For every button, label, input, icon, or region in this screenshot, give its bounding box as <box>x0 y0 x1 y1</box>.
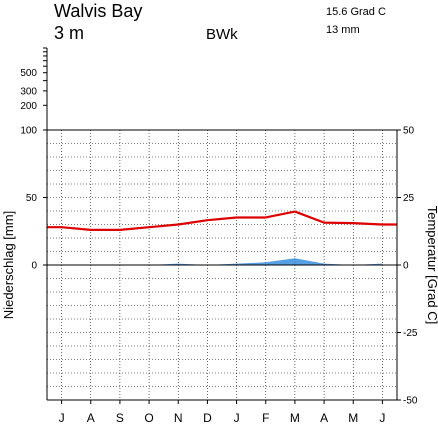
right-tick-label: 50 <box>403 126 415 137</box>
month-label: M <box>290 411 300 425</box>
month-label: A <box>87 411 95 425</box>
temperature-line <box>47 210 397 231</box>
right-tick-label: 0 <box>403 261 409 272</box>
left-log-tick-label: 200 <box>20 101 37 112</box>
month-label: D <box>203 411 212 425</box>
month-label: S <box>116 411 124 425</box>
month-label: J <box>379 411 385 425</box>
left-log-tick-label: 300 <box>20 86 37 97</box>
right-tick-label: -25 <box>403 328 418 339</box>
series-layer <box>47 210 397 265</box>
annual-precipitation: 13 mm <box>326 24 360 36</box>
y-axis-label-right: Temperatur [Grad C] <box>425 206 438 325</box>
month-label: M <box>348 411 358 425</box>
left-tick-label: 100 <box>20 126 37 137</box>
month-label: O <box>144 411 153 425</box>
grid <box>47 130 397 400</box>
month-label: A <box>320 411 328 425</box>
month-label: J <box>234 411 240 425</box>
right-tick-label: 25 <box>403 193 415 204</box>
station-elevation: 3 m <box>54 23 84 43</box>
y-axis-label-left: Niederschlag [mm] <box>1 211 16 319</box>
station-name: Walvis Bay <box>54 1 142 21</box>
left-log-tick-label: 500 <box>20 68 37 79</box>
climate-class: BWk <box>206 26 238 43</box>
precipitation-area <box>61 258 383 265</box>
mean-temperature: 15.6 Grad C <box>326 6 386 18</box>
month-label: J <box>59 411 65 425</box>
left-tick-label: 50 <box>26 193 38 204</box>
month-label: F <box>262 411 269 425</box>
month-label: N <box>174 411 183 425</box>
right-tick-label: -50 <box>403 396 418 407</box>
left-tick-label: 0 <box>31 261 37 272</box>
